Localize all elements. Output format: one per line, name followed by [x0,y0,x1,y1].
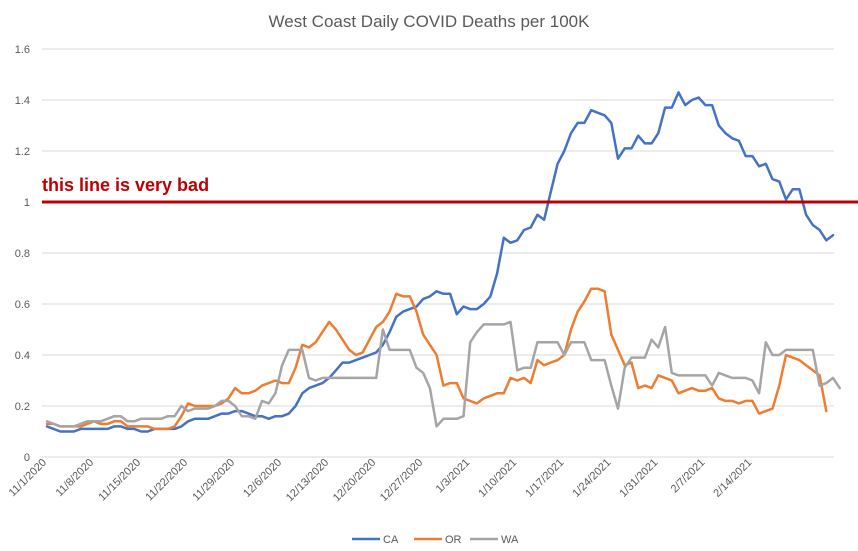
x-tick-label: 11/22/2020 [143,457,190,504]
y-tick-label: 0 [24,452,30,464]
y-tick-label: 0.8 [15,248,30,260]
series-line-or [45,287,828,431]
legend: CA OR WA [352,534,519,546]
series-lines [45,91,841,433]
series-line-wa [45,320,841,428]
x-tick-label: 1/24/2021 [570,457,613,500]
y-tick-label: 1.2 [15,146,30,158]
y-tick-label: 1.6 [15,44,30,56]
x-tick-label: 1/31/2021 [617,457,660,500]
x-tick-label: 11/29/2020 [190,457,237,504]
x-tick-label: 12/13/2020 [284,457,331,504]
y-tick-label: 0.6 [15,299,30,311]
x-tick-label: 12/20/2020 [331,457,378,504]
x-tick-label: 1/17/2021 [523,457,566,500]
legend-label-or: OR [445,534,462,546]
x-axis-ticks: 11/1/2020 11/8/2020 11/15/2020 11/22/2020 11… [7,457,755,504]
x-tick-label: 11/8/2020 [54,457,97,500]
x-tick-label: 12/27/2020 [378,457,425,504]
x-tick-label: 1/3/2021 [434,457,473,496]
legend-label-ca: CA [383,534,399,546]
grid [42,48,834,458]
x-tick-label: 1/10/2021 [476,457,519,500]
y-tick-label: 0.2 [15,401,30,413]
series-line-ca [45,91,835,433]
x-tick-label: 12/6/2020 [241,457,284,500]
legend-label-wa: WA [501,534,519,546]
x-tick-label: 2/14/2021 [711,457,754,500]
x-tick-label: 11/15/2020 [96,457,143,504]
y-tick-label: 1.4 [15,95,30,107]
y-tick-label: 0.4 [15,350,30,362]
reference-line-group: this line is very bad [42,175,858,204]
reference-line-label: this line is very bad [42,175,209,195]
y-axis-ticks: 0 0.2 0.4 0.6 0.8 1 1.2 1.4 1.6 [15,44,30,464]
chart-title: West Coast Daily COVID Deaths per 100K [269,12,591,31]
x-tick-label: 2/7/2021 [669,457,708,496]
y-tick-label: 1 [24,197,30,209]
